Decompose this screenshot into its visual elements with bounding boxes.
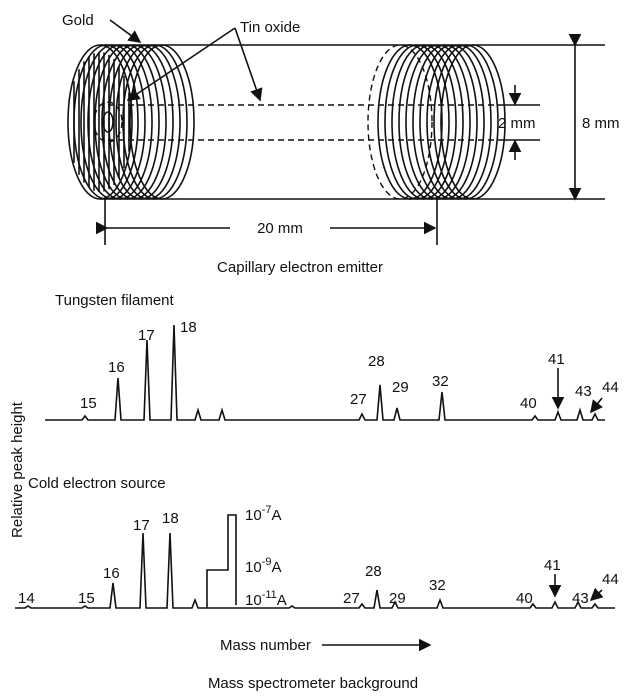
coil-ring: [391, 44, 457, 200]
scale-label-exp: -7: [262, 504, 272, 516]
peak-arrow: [590, 397, 603, 414]
y-axis-label: Relative peak height: [9, 401, 26, 538]
peak-label: 44: [602, 571, 619, 588]
peak-label: 16: [103, 565, 120, 582]
peak-label: 28: [368, 353, 385, 370]
peak-label: 40: [516, 590, 533, 607]
coil-ring: [398, 44, 464, 200]
panel-title: Cold electron source: [28, 475, 166, 492]
peak-label: 32: [429, 577, 446, 594]
emitter-caption: Capillary electron emitter: [217, 259, 383, 276]
peak-label: 17: [138, 327, 155, 344]
coil-ring: [94, 44, 160, 200]
scale-label-base: 10: [245, 559, 262, 576]
peak-label: 15: [80, 395, 97, 412]
coil-ring: [412, 44, 478, 200]
spectrum-trace: [15, 532, 615, 609]
scale-label-base: 10: [245, 507, 262, 524]
peak-arrow: [589, 587, 604, 602]
peak-label: 18: [180, 319, 197, 336]
x-axis-label: Mass number: [220, 637, 311, 654]
peak-label: 14: [18, 590, 35, 607]
coil-ring: [87, 44, 153, 200]
scale-label-unit: A: [271, 507, 281, 524]
peak-label: 29: [389, 590, 406, 607]
coil-ring: [433, 44, 499, 200]
peak-label: 18: [162, 510, 179, 527]
coil-ring: [384, 44, 450, 200]
scale-label-exp: -9: [262, 556, 272, 568]
scale-label: 10-9A: [245, 556, 281, 576]
coil-ring: [405, 44, 471, 200]
peak-label: 15: [78, 590, 95, 607]
scale-label: 10-11A: [245, 589, 287, 609]
peak-label: 27: [350, 391, 367, 408]
coil-ring: [440, 44, 506, 200]
coil-ring: [426, 44, 492, 200]
gold-label: Gold: [62, 12, 94, 29]
peak-label: 32: [432, 373, 449, 390]
scale-label-base: 10: [245, 592, 262, 609]
scale-label-unit: A: [271, 559, 281, 576]
peak-label: 29: [392, 379, 409, 396]
spectrum-trace: [45, 324, 605, 421]
peak-label: 41: [548, 351, 565, 368]
coil-ring: [377, 44, 443, 200]
scale-label: 10-7A: [245, 504, 281, 524]
coil-ring: [115, 44, 181, 200]
peak-label: 43: [575, 383, 592, 400]
coil-ring: [129, 44, 195, 200]
peak-label: 43: [572, 590, 589, 607]
peak-label: 44: [602, 379, 619, 396]
length-label: 20 mm: [257, 220, 303, 237]
spectra-caption: Mass spectrometer background: [208, 675, 418, 692]
inner-diameter: 2 mm: [498, 115, 536, 132]
peak-label: 28: [365, 563, 382, 580]
tin-oxide-label: Tin oxide: [240, 19, 300, 36]
peak-label: 27: [343, 590, 360, 607]
capillary-drawing: [67, 19, 605, 245]
peak-label: 40: [520, 395, 537, 412]
scale-label-unit: A: [277, 592, 287, 609]
scale-label-exp: -11: [262, 589, 277, 601]
outer-diameter: 8 mm: [582, 115, 620, 132]
coil-ring: [122, 44, 188, 200]
coil-ring: [101, 44, 167, 200]
coil-ring: [419, 44, 485, 200]
peak-label: 17: [133, 517, 150, 534]
coil-ring: [80, 44, 146, 200]
range-step: [206, 514, 237, 608]
panel-title: Tungsten filament: [55, 292, 175, 309]
peak-label: 41: [544, 557, 561, 574]
peak-label: 16: [108, 359, 125, 376]
